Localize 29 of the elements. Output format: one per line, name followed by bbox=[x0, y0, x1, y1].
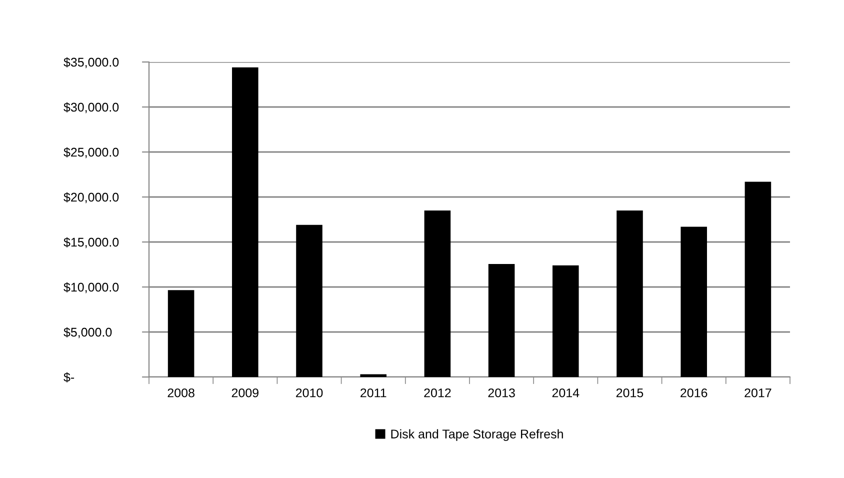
y-tick-label: $35,000.0 bbox=[64, 57, 119, 68]
x-tick-label: 2012 bbox=[424, 388, 451, 398]
x-tick-label: 2011 bbox=[360, 388, 386, 398]
y-tick-label: $25,000.0 bbox=[64, 147, 119, 158]
bar bbox=[360, 374, 386, 377]
bar bbox=[616, 210, 643, 377]
x-tick-label: 2009 bbox=[232, 388, 258, 398]
y-tick-label: $- bbox=[64, 372, 74, 382]
x-tick-label: 2016 bbox=[680, 388, 708, 398]
y-tick-label: $5,000.0 bbox=[64, 327, 112, 338]
y-tick-label: $15,000.0 bbox=[64, 237, 119, 248]
bar bbox=[488, 264, 515, 377]
bar bbox=[744, 182, 772, 377]
x-tick-label: 2013 bbox=[488, 388, 515, 398]
bar bbox=[296, 224, 322, 377]
bar bbox=[168, 290, 194, 377]
x-tick-label: 2014 bbox=[552, 388, 580, 398]
y-tick-label: $10,000.0 bbox=[64, 282, 119, 294]
legend-label: Disk and Tape Storage Refresh bbox=[391, 429, 563, 441]
x-tick-label: 2008 bbox=[168, 388, 194, 398]
x-tick-label: 2015 bbox=[616, 388, 644, 398]
bar bbox=[552, 265, 579, 377]
bar bbox=[680, 226, 707, 377]
x-tick-label: 2017 bbox=[744, 388, 772, 398]
bar bbox=[424, 210, 451, 377]
x-tick-label: 2010 bbox=[296, 388, 323, 398]
bar bbox=[232, 67, 258, 377]
y-tick-label: $30,000.0 bbox=[64, 102, 119, 114]
y-tick-label: $20,000.0 bbox=[64, 192, 119, 204]
